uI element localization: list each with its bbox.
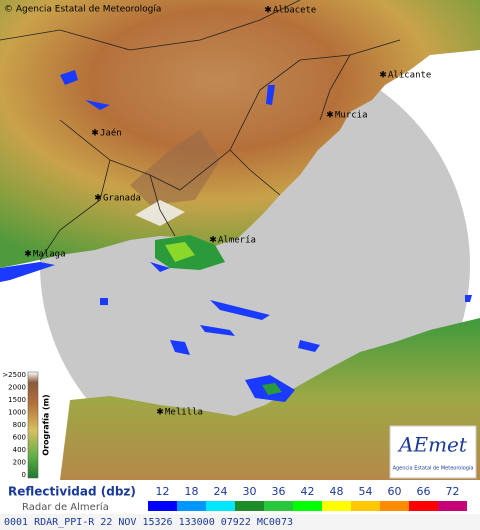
legend-swatch — [177, 501, 206, 511]
city-label: Malaga — [33, 250, 66, 260]
status-text: 0001 RDAR_PPI-R 22 NOV 15326 133000 0792… — [4, 517, 293, 528]
snow-peaks — [135, 200, 185, 226]
status-bar — [0, 514, 480, 530]
city-star: ✱ — [209, 236, 217, 246]
legend-swatch — [409, 501, 438, 511]
legend-value: 60 — [388, 485, 402, 498]
legend-value: 72 — [446, 485, 460, 498]
map: ✱ Albacete✱ Alicante✱ Murcia✱ Jaén✱ Granada✱ A… — [0, 0, 480, 480]
city-star: ✱ — [24, 250, 32, 260]
iberia-land — [0, 0, 480, 268]
legend-value: 36 — [272, 485, 286, 498]
legend-value: 30 — [243, 485, 257, 498]
orography-label: 400 — [13, 446, 26, 454]
orography-label: 200 — [13, 459, 26, 467]
city-label: Murcia — [335, 111, 368, 121]
legend-value: 66 — [417, 485, 431, 498]
city-label: Albacete — [273, 6, 316, 16]
legend-swatch — [351, 501, 380, 511]
legend-subtitle: Radar de Almería — [22, 501, 109, 513]
legend-value: 42 — [301, 485, 315, 498]
orography-bar — [27, 371, 39, 479]
legend-swatch — [264, 501, 293, 511]
orography-label: 2000 — [8, 384, 26, 392]
city-star: ✱ — [379, 71, 387, 81]
city-label: Almería — [218, 236, 256, 246]
city-label: Melilla — [165, 408, 203, 418]
legend-value: 12 — [156, 485, 170, 498]
legend-swatch — [293, 501, 322, 511]
legend-value: 18 — [185, 485, 199, 498]
borders — [0, 0, 401, 261]
legend-swatch — [148, 501, 177, 511]
orography-label: 600 — [13, 434, 26, 442]
city-star: ✱ — [91, 129, 99, 139]
legend-swatch — [438, 501, 467, 511]
legend-title: Reflectividad (dbz) — [8, 485, 136, 499]
legend-swatch — [380, 501, 409, 511]
logo-subtitle: Agencia Estatal de Meteorología — [393, 465, 474, 472]
legend-value: 24 — [214, 485, 228, 498]
orography-title: Orografía (m) — [42, 394, 51, 455]
orography-label: 800 — [13, 421, 26, 429]
logo-box — [389, 425, 477, 479]
copyright: © Agencia Estatal de Meteorología — [4, 5, 161, 15]
orography-label: 0 — [22, 471, 26, 479]
orography-label: 1500 — [8, 396, 26, 404]
city-star: ✱ — [326, 111, 334, 121]
legend-swatch — [206, 501, 235, 511]
legend-scale: 12 18 24 30 36 42 48 54 60 66 72 — [148, 485, 467, 511]
city-label: Granada — [103, 194, 141, 204]
city-markers: ✱ Albacete✱ Alicante✱ Murcia✱ Jaén✱ Granada✱ A… — [24, 6, 431, 418]
sierra-nevada — [130, 130, 220, 205]
orography-label: >2500 — [2, 371, 26, 379]
city-star: ✱ — [264, 6, 272, 16]
city-star: ✱ — [94, 194, 102, 204]
logo: AEmet — [397, 433, 468, 457]
city-label: Jaén — [100, 128, 122, 139]
city-star: ✱ — [156, 408, 164, 418]
legend-swatch — [235, 501, 264, 511]
radar-echoes — [0, 70, 472, 402]
africa-land — [60, 318, 480, 480]
city-label: Alicante — [388, 71, 431, 81]
legend-swatch — [322, 501, 351, 511]
legend-value: 48 — [330, 485, 344, 498]
orography-label: 1000 — [8, 409, 26, 417]
legend-value: 54 — [359, 485, 373, 498]
